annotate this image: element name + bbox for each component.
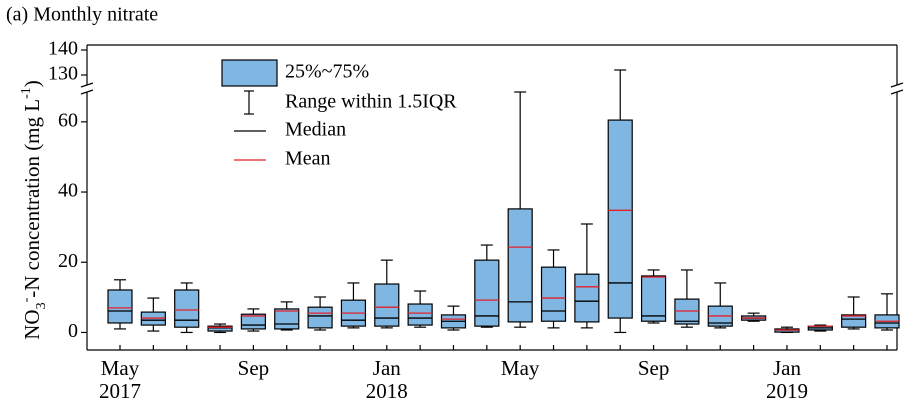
axis-break — [80, 82, 94, 88]
axis-break — [890, 89, 904, 95]
y-axis-label-part: - — [19, 297, 34, 302]
y-axis-label-part: NO — [20, 309, 44, 339]
x-tick-label: Sep — [637, 356, 670, 380]
y-tick-label: 0 — [68, 320, 78, 342]
box — [174, 289, 200, 328]
x-tick-label: Sep — [237, 356, 270, 380]
box — [540, 266, 567, 322]
y-tick-label: 60 — [58, 109, 78, 131]
axis-break — [80, 89, 94, 95]
y-axis-label-part: -1 — [19, 87, 34, 99]
chart-title: (a) Monthly nitrate — [6, 4, 158, 26]
y-tick-label: 20 — [58, 250, 78, 272]
x-tick-label: May — [500, 356, 540, 380]
box — [107, 289, 133, 324]
box — [574, 273, 600, 323]
y-tick-label: 140 — [48, 38, 78, 60]
y-axis-label-part: 3 — [34, 302, 49, 309]
legend-label: Mean — [285, 148, 331, 170]
x-tick-label: Jan 2019 — [765, 356, 808, 403]
x-tick-label: May 2017 — [99, 356, 141, 403]
box — [474, 259, 500, 327]
box — [307, 306, 333, 329]
x-tick-label: Jan 2018 — [365, 356, 408, 403]
legend-label: 25%~75% — [285, 61, 369, 83]
box — [407, 303, 433, 326]
legend-box — [221, 59, 278, 87]
box — [507, 208, 533, 323]
y-tick-label: 40 — [58, 180, 78, 202]
box — [274, 308, 300, 330]
y-tick-label: 130 — [48, 63, 78, 85]
box — [607, 119, 633, 319]
legend-label: Range within 1.5IQR — [285, 91, 457, 113]
y-axis-label-part: ) — [20, 80, 44, 87]
legend-label: Median — [285, 119, 346, 141]
y-axis-label: NO3--N concentration (mg L-1) — [19, 80, 49, 340]
y-axis-label-part: -N concentration (mg L — [20, 99, 44, 298]
box — [374, 283, 400, 327]
box — [841, 314, 867, 328]
box — [640, 275, 667, 322]
box — [207, 325, 233, 332]
axis-break — [890, 82, 904, 88]
